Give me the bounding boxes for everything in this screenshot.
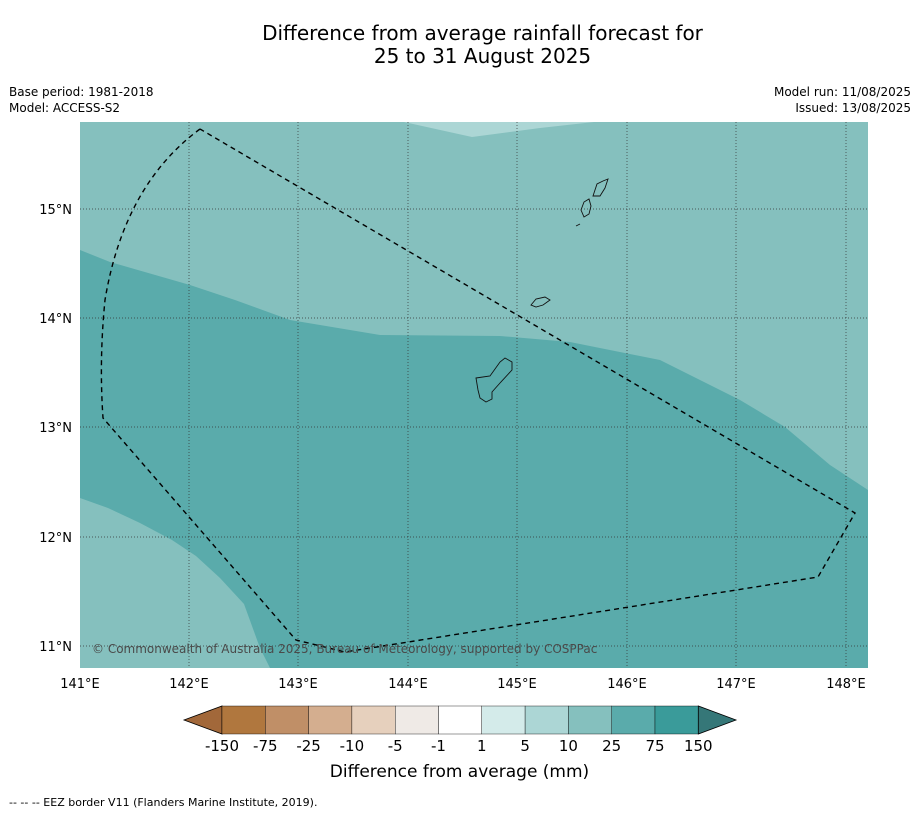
forecast-map: © Commonwealth of Australia 2025, Bureau…	[39, 122, 868, 755]
title-line-2: 25 to 31 August 2025	[373, 44, 592, 68]
model-name: Model: ACCESS-S2	[9, 101, 121, 115]
lat-tick: 11°N	[39, 640, 72, 655]
colorbar-tick-label: 75	[645, 737, 664, 755]
colorbar-segment	[395, 705, 439, 735]
lon-tick: 146°E	[607, 677, 647, 692]
colorbar-tick-label: -75	[253, 737, 278, 755]
islands	[475, 178, 609, 403]
colorbar-tick-label: -5	[388, 737, 403, 755]
colorbar-tick-label: 10	[559, 737, 578, 755]
lon-tick: 145°E	[497, 677, 537, 692]
colorbar-segment	[611, 705, 656, 735]
colorbar-segment	[481, 705, 526, 735]
colorbar-segment	[568, 705, 612, 735]
colorbar-segment	[265, 705, 309, 735]
eez-border	[100, 128, 856, 653]
lon-tick: 144°E	[388, 677, 428, 692]
colorbar-tick-label: -10	[340, 737, 365, 755]
island-guam	[475, 357, 513, 403]
island-saipan	[592, 178, 609, 197]
lon-tick: 143°E	[278, 677, 318, 692]
colorbar-tick-label: -25	[296, 737, 321, 755]
region-pale-teal	[404, 122, 594, 137]
colorbar-tick-label: 5	[520, 737, 530, 755]
model-run: Model run: 11/08/2025	[773, 85, 911, 99]
lat-tick: 14°N	[39, 312, 72, 327]
lon-tick: 148°E	[826, 677, 866, 692]
colorbar-tick-label: 1	[477, 737, 487, 755]
title-line-1: Difference from average rainfall forecas…	[262, 21, 703, 45]
colorbar-segment	[654, 705, 699, 735]
colorbar-tick-label: -150	[205, 737, 239, 755]
colorbar-segment	[351, 705, 396, 735]
lat-tick: 12°N	[39, 531, 72, 546]
colorbar-tick-label: 25	[602, 737, 621, 755]
colorbar-extend-high	[697, 705, 738, 735]
lon-tick: 141°E	[60, 677, 100, 692]
model-info: Base period: 1981-2018 Model: ACCESS-S2	[9, 84, 154, 116]
lon-tick: 147°E	[716, 677, 756, 692]
colorbar-segment	[524, 705, 569, 735]
lon-tick: 142°E	[169, 677, 209, 692]
island-rota	[530, 296, 551, 308]
copyright-text: © Commonwealth of Australia 2025, Bureau…	[92, 642, 597, 656]
island-aguijan	[575, 223, 581, 227]
lat-tick: 15°N	[39, 203, 72, 218]
run-info: Model run: 11/08/2025 Issued: 13/08/2025	[774, 84, 911, 116]
lat-tick: 13°N	[39, 421, 72, 436]
map-title: Difference from average rainfall forecas…	[0, 22, 919, 68]
colorbar-segment	[308, 705, 353, 735]
colorbar-segment	[221, 705, 266, 735]
colorbar: -150 -75 -25 -10 -5 -1 1 5 10 25 75 150	[182, 705, 738, 755]
colorbar-label: Difference from average (mm)	[329, 762, 590, 782]
colorbar-extend-low	[182, 705, 223, 735]
colorbar-tick-label: -1	[431, 737, 446, 755]
issued-date: Issued: 13/08/2025	[795, 101, 911, 115]
colorbar-segment	[438, 705, 482, 735]
gridlines	[80, 122, 868, 668]
region-medium-teal	[80, 250, 868, 668]
island-tinian	[580, 198, 592, 218]
colorbar-tick-label: 150	[684, 737, 713, 755]
eez-footnote: -- -- -- EEZ border V11 (Flanders Marine…	[9, 796, 318, 809]
base-period: Base period: 1981-2018	[9, 85, 154, 99]
